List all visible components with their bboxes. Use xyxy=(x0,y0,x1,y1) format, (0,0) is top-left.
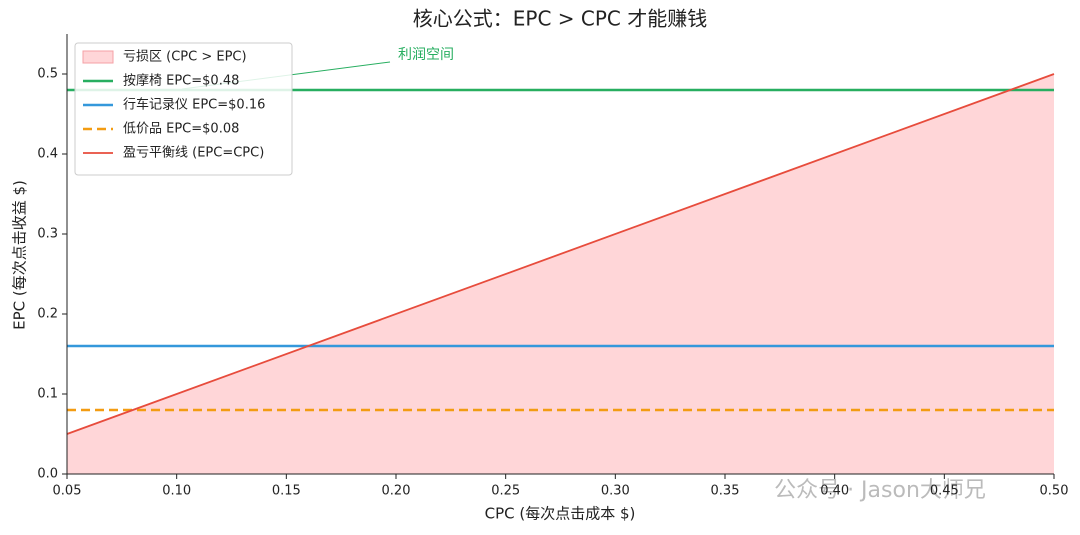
legend-swatch xyxy=(82,50,114,64)
x-tick-label: 0.10 xyxy=(162,484,191,499)
watermark: 公众号 · Jason大师兄 xyxy=(774,478,986,503)
y-tick-label: 0.3 xyxy=(37,227,58,242)
legend-label: 低价品 EPC=$0.08 xyxy=(123,122,239,137)
legend-box xyxy=(74,42,293,176)
legend-label: 行车记录仪 EPC=$0.16 xyxy=(123,97,265,113)
x-tick-label: 0.35 xyxy=(711,484,740,499)
x-tick-label: 0.30 xyxy=(601,484,630,499)
x-tick-label: 0.40 xyxy=(820,484,849,499)
legend-label: 亏损区 (CPC > EPC) xyxy=(123,50,247,65)
y-tick-label: 0.5 xyxy=(37,67,58,82)
legend-label: 按摩椅 EPC=$0.48 xyxy=(123,73,239,89)
x-tick-label: 0.20 xyxy=(382,484,411,499)
y-tick-label: 0.2 xyxy=(37,307,58,322)
x-axis-label: CPC (每次点击成本 $) xyxy=(485,505,636,523)
x-tick-label: 0.05 xyxy=(53,484,82,499)
legend-label: 盈亏平衡线 (EPC=CPC) xyxy=(123,146,264,161)
x-tick-label: 0.25 xyxy=(491,484,520,499)
x-tick-label: 0.50 xyxy=(1040,484,1069,499)
x-tick-label: 0.15 xyxy=(272,484,301,499)
series-line xyxy=(66,73,1055,435)
y-tick-label: 0.4 xyxy=(37,147,58,162)
y-tick-label: 0.1 xyxy=(37,387,58,402)
y-axis-label: EPC (每次点击收益 $) xyxy=(11,180,29,330)
annotation: 利润空间 xyxy=(398,47,454,63)
chart-title: 核心公式：EPC > CPC 才能赚钱 xyxy=(413,7,707,31)
y-tick-label: 0.0 xyxy=(37,467,58,482)
loss-area xyxy=(67,74,1054,474)
x-tick-label: 0.45 xyxy=(930,484,959,499)
